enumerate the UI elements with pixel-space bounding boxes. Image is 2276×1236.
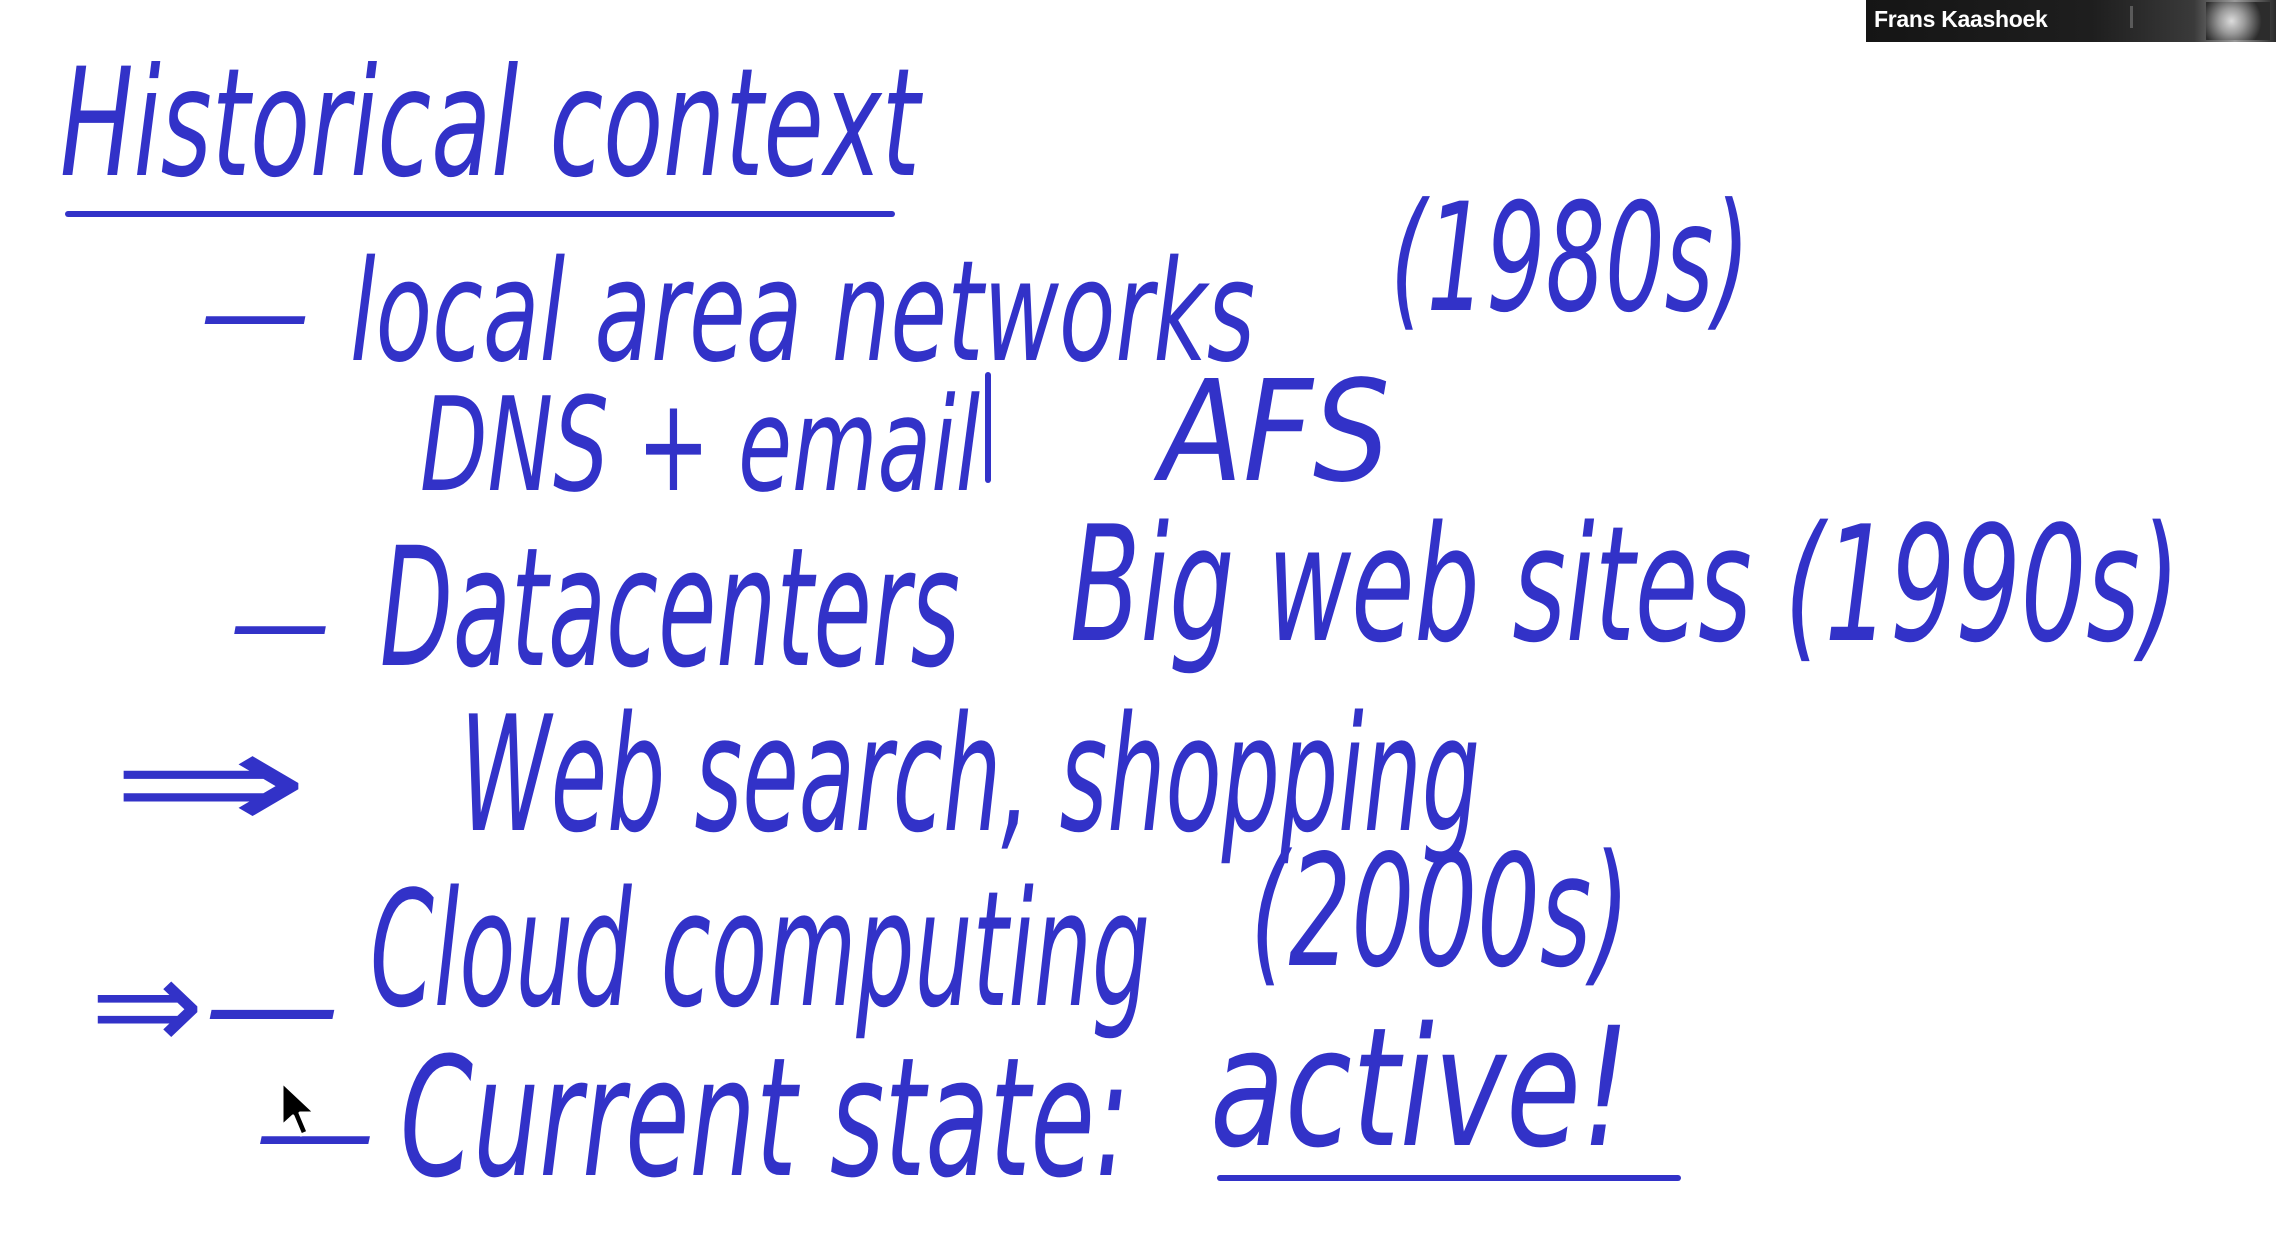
note-afs: AFS — [1153, 351, 1390, 514]
line-datacenters: Datacenters — [380, 512, 960, 704]
line-local-area-networks: local area networks — [350, 231, 1255, 394]
line-cloud-computing: Cloud computing — [370, 856, 1150, 1043]
note-active: active! — [1210, 992, 1630, 1184]
participant-video-tile[interactable]: Frans Kaashoek — [1866, 0, 2276, 42]
bullet-dash-1: — — [200, 248, 310, 376]
bullet-dash-3: — — [255, 1068, 375, 1196]
note-big-web-sites-1990s: Big web sites (1990s) — [1070, 491, 2180, 678]
line-current-state: Current state: — [400, 1022, 1130, 1214]
line-web-search-shopping: Web search, shopping — [460, 681, 1480, 868]
note-1980s: (1980s) — [1390, 172, 1750, 346]
bullet-arrow-2: ⇒— — [90, 929, 340, 1081]
participant-name: Frans Kaashoek — [1874, 6, 2048, 32]
video-feed-thumbnail — [2206, 2, 2270, 40]
bullet-arrow-1: ⇒ — [110, 701, 310, 864]
whiteboard-title: Historical context — [60, 37, 923, 211]
mouse-pointer-icon — [280, 1080, 317, 1137]
bullet-dash-2: — — [230, 558, 330, 686]
line-dns-email: DNS + email — [420, 369, 980, 521]
video-feed-detail — [2130, 6, 2133, 28]
note-2000s: (2000s) — [1250, 821, 1630, 1002]
